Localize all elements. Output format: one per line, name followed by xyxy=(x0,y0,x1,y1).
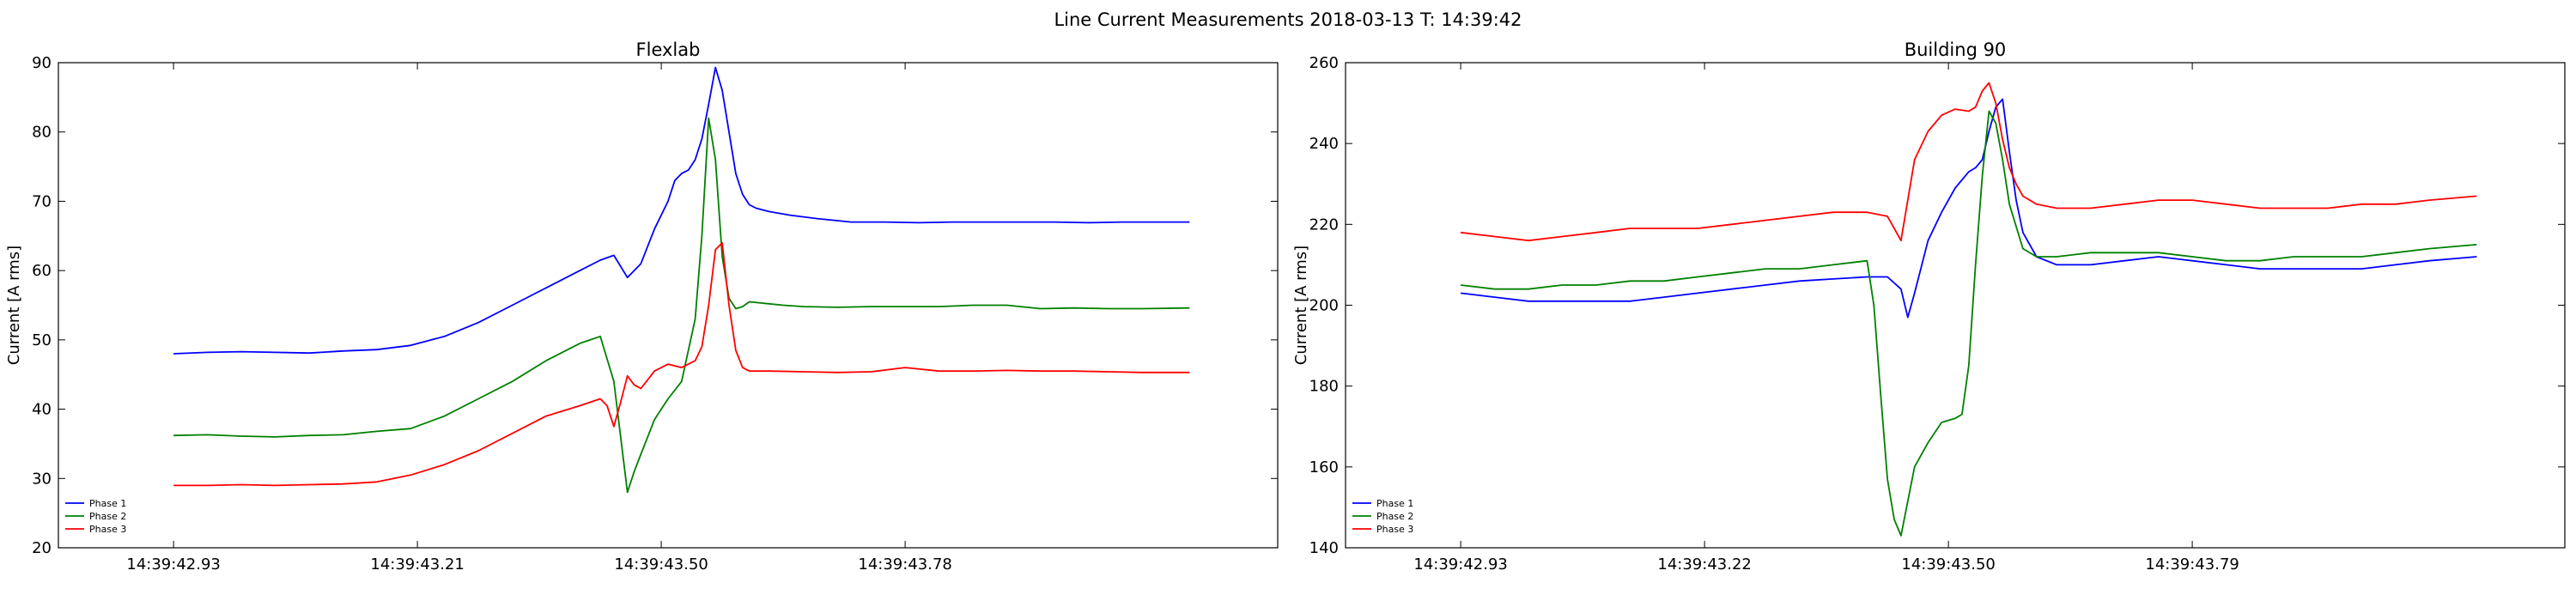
y-axis-label: Current [A rms] xyxy=(1292,246,1310,365)
x-tick-label: 14:39:43.79 xyxy=(2145,555,2239,574)
y-tick-label: 40 xyxy=(32,401,52,419)
plot-frame xyxy=(58,62,1279,549)
y-tick-label: 90 xyxy=(32,54,52,72)
x-tick-label: 14:39:43.78 xyxy=(858,555,951,574)
x-tick-label: 14:39:43.50 xyxy=(614,555,708,574)
series-line-phase-3 xyxy=(173,241,1190,487)
figure-title: Line Current Measurements 2018-03-13 T: … xyxy=(1054,9,1522,30)
series-line-phase-1 xyxy=(173,66,1190,355)
y-tick-label: 60 xyxy=(32,262,52,280)
y-tick-label: 70 xyxy=(32,192,52,210)
x-tick-label: 14:39:42.93 xyxy=(126,555,220,574)
y-tick-label: 80 xyxy=(32,124,52,142)
plot-frame xyxy=(1345,62,2566,549)
legend: Phase 1 Phase 2 Phase 3 xyxy=(1352,498,1413,535)
x-tick-label: 14:39:43.22 xyxy=(1657,555,1751,574)
legend-label-phase-1: Phase 1 xyxy=(89,498,126,509)
series-line-phase-1 xyxy=(1460,98,2477,319)
y-tick-label: 140 xyxy=(1309,539,1339,557)
series-line-phase-2 xyxy=(1460,110,2477,537)
series-line-phase-3 xyxy=(1460,82,2477,242)
y-tick-label: 180 xyxy=(1309,378,1339,396)
y-tick-label: 160 xyxy=(1309,458,1339,477)
y-tick-label: 200 xyxy=(1309,297,1339,315)
y-tick-label: 260 xyxy=(1309,54,1339,72)
series-line-phase-2 xyxy=(173,117,1190,494)
y-axis-label: Current [A rms] xyxy=(5,246,23,365)
legend-label-phase-1: Phase 1 xyxy=(1376,498,1413,509)
chart-title: Flexlab xyxy=(636,39,701,60)
legend: Phase 1 Phase 2 Phase 3 xyxy=(65,498,126,535)
x-tick-label: 14:39:43.50 xyxy=(1901,555,1995,574)
y-tick-label: 30 xyxy=(32,470,52,488)
y-tick-label: 50 xyxy=(32,331,52,349)
chart-panel-building-90: Building 90 Current [A rms] 140 160 180 200 22… xyxy=(1292,39,2566,574)
x-tick-label: 14:39:43.21 xyxy=(370,555,464,574)
x-tick-label: 14:39:42.93 xyxy=(1413,555,1507,574)
chart-panel-flexlab: Flexlab Current [A rms] 20 30 40 50 60 70 80 90 14… xyxy=(5,39,1279,574)
legend-label-phase-2: Phase 2 xyxy=(89,511,126,522)
legend-label-phase-3: Phase 3 xyxy=(1376,524,1413,535)
legend-label-phase-3: Phase 3 xyxy=(89,524,126,535)
chart-title: Building 90 xyxy=(1905,39,2007,60)
legend-label-phase-2: Phase 2 xyxy=(1376,511,1413,522)
y-tick-label: 20 xyxy=(32,539,52,557)
y-tick-label: 220 xyxy=(1309,216,1339,234)
y-tick-label: 240 xyxy=(1309,135,1339,153)
